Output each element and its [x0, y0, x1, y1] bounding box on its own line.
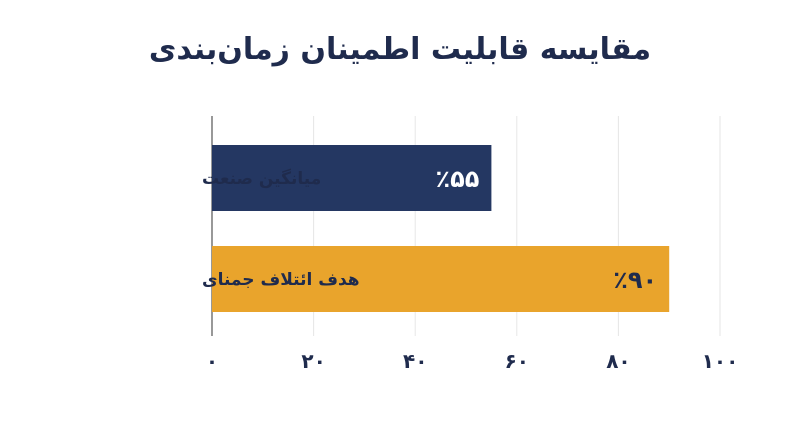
bar-value-label-2: ٪۹۰ — [613, 266, 657, 294]
bar-1 — [212, 145, 492, 211]
x-tick-label-2: ۴۰ — [403, 349, 427, 373]
x-tick-label-4: ۸۰ — [606, 349, 630, 373]
x-tick-label-3: ۶۰ — [505, 349, 529, 373]
x-tick-label-0: ۰ — [206, 349, 218, 373]
bar-value-label-1: ٪۵۵ — [435, 165, 479, 193]
bar-2 — [212, 246, 670, 312]
category-label-1: میانگین صنعت — [202, 168, 321, 189]
x-tick-label-5: ۱۰۰ — [702, 349, 739, 373]
category-label-2: هدف ائتلاف جمنای — [202, 270, 360, 290]
chart-title: مقایسه قابلیت اطمینان زمان‌بندی — [148, 32, 652, 67]
x-tick-label-1: ۲۰ — [301, 349, 325, 373]
